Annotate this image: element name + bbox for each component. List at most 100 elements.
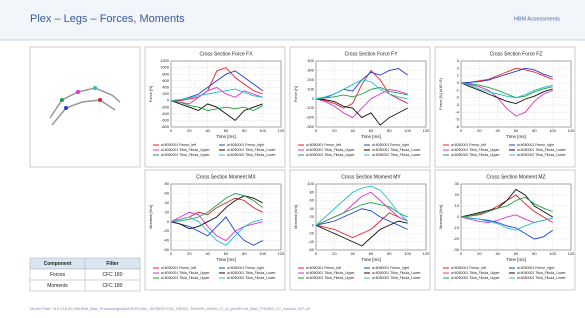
legend-label: ai:6050001 Tibia_Fibula_Lower [227,271,276,275]
legend-label: ai:6050001 Tibia_Fibula_Lower [517,271,566,275]
chart-title: Cross Section Force FZ [490,51,543,57]
y-tick-label: -20 [163,228,170,233]
legend-label: ai:6050002 Tibia_Fibula_Upper [451,276,500,280]
x-tick-label: 120 [278,251,285,256]
marker [76,90,80,94]
x-tick-label: 80 [532,251,537,256]
y-tick-label: 100 [307,181,314,186]
legend-label: ai:6050001 Tibia_Fibula_Upper [451,271,500,275]
y-tick-label: -100 [306,105,315,110]
legend-label: ai:6050002 Tibia_Fibula_Upper [161,153,210,157]
x-tick-label: 100 [259,128,266,133]
y-axis-label: Moment [Nm] [438,205,443,229]
legend-label: ai:6050001 Tibia_Fibula_Upper [306,271,355,275]
y-tick-label: -800 [161,124,170,129]
legend-label: ai:6050002 Tibia_Fibula_Lower [372,276,421,280]
y-tick-label: 100 [307,86,314,91]
footer-path: Model Path: \\10.218.20.40\HBM_Bad_Proce… [30,306,311,311]
legend-label: ai:6050001 Femur_left [451,143,486,147]
legend-label: ai:6050001 Femur_left [161,266,196,270]
y-tick-label: -600 [161,117,170,122]
legend-label: ai:6050001 Femur_right [517,266,554,270]
y-tick-label: -200 [161,104,170,109]
y-tick-label: 200 [162,91,169,96]
model-frame [30,47,140,167]
page-title: Plex – Legs – Forces, Moments [30,13,185,25]
y-axis-label: Force [N] [148,86,153,102]
page: Plex – Legs – Forces, Moments HBM Assess… [0,0,585,318]
slide: Plex – Legs – Forces, Moments HBM Assess… [0,0,585,318]
x-tick-label: 20 [187,251,192,256]
legend-label: ai:6050002 Tibia_Fibula_Lower [517,153,566,157]
x-tick-label: 100 [404,251,411,256]
x-tick-label: 20 [477,128,482,133]
x-tick-label: 40 [205,128,210,133]
legend-label: ai:6050002 Tibia_Fibula_Lower [227,276,276,280]
y-tick-label: 600 [162,78,169,83]
y-tick-label: -30 [453,247,460,252]
x-tick-label: 40 [205,251,210,256]
x-axis-label: Time [ms] [506,134,526,139]
table-header-cell: Component [44,261,72,267]
x-axis-label: Time [ms] [506,257,526,262]
legend-label: ai:6050002 Tibia_Fibula_Upper [451,153,500,157]
y-tick-label: 20 [455,192,460,197]
legend-label: ai:6050001 Femur_right [227,266,264,270]
y-tick-label: 60 [165,190,170,195]
table-header-cell: Filter [106,261,118,267]
x-tick-label: 120 [423,128,430,133]
legend-label: ai:6050001 Femur_left [306,143,341,147]
legend-label: ai:6050002 Tibia_Fibula_Lower [227,153,276,157]
y-tick-label: 60 [310,198,315,203]
x-tick-label: 40 [495,128,500,133]
y-tick-label: -300 [306,124,315,129]
y-axis-label: Force [N] (x1E+3) [438,78,443,110]
x-tick-label: 60 [514,128,519,133]
x-tick-label: 100 [259,251,266,256]
table-cell: CFC 180 [102,283,122,289]
y-tick-label: 300 [307,67,314,72]
table-cell: CFC 180 [102,272,122,278]
y-tick-label: 20 [165,209,170,214]
y-tick-label: -10 [453,225,460,230]
y-axis-label: Moment [Nm] [293,205,298,229]
legend-label: ai:6050001 Tibia_Fibula_Upper [451,148,500,152]
legend-label: ai:6050002 Tibia_Fibula_Upper [306,153,355,157]
x-tick-label: 20 [477,251,482,256]
x-tick-label: 120 [278,128,285,133]
marker [60,98,64,102]
legend-label: ai:6050001 Femur_left [306,266,341,270]
y-tick-label: 1000 [160,65,170,70]
legend-label: ai:6050002 Tibia_Fibula_Lower [517,276,566,280]
chart-title: Cross Section Moment MY [341,174,401,180]
x-tick-label: 120 [568,128,575,133]
y-axis-label: Force [N] [293,86,298,102]
legend-label: ai:6050001 Femur_left [161,143,196,147]
table-cell: Forces [50,272,66,278]
x-tick-label: 60 [224,128,229,133]
y-axis-label: Moment [Nm] [148,205,153,229]
legend-label: ai:6050001 Femur_right [517,143,554,147]
legend-label: ai:6050001 Tibia_Fibula_Lower [372,271,421,275]
y-tick-label: -60 [163,247,170,252]
y-tick-label: 80 [165,181,170,186]
legend-label: ai:6050001 Tibia_Fibula_Upper [161,148,210,152]
x-tick-label: 60 [514,251,519,256]
y-tick-label: 40 [165,200,170,205]
x-tick-label: 100 [549,128,556,133]
x-tick-label: 60 [224,251,229,256]
y-tick-label: 20 [310,214,315,219]
y-tick-label: 400 [162,84,169,89]
y-tick-label: 800 [162,71,169,76]
y-tick-label: -40 [308,239,315,244]
chart-title: Cross Section Force FY [344,51,398,57]
y-tick-label: -200 [306,115,315,120]
brand: HBM Assessments [514,16,560,22]
legend-label: ai:6050001 Femur_right [227,143,264,147]
legend-label: ai:6050002 Tibia_Fibula_Upper [306,276,355,280]
legend-label: ai:6050001 Tibia_Fibula_Upper [161,271,210,275]
x-axis-label: Time [ms] [361,134,381,139]
y-tick-label: 400 [307,58,314,63]
x-tick-label: 60 [369,128,374,133]
x-tick-label: 40 [350,128,355,133]
